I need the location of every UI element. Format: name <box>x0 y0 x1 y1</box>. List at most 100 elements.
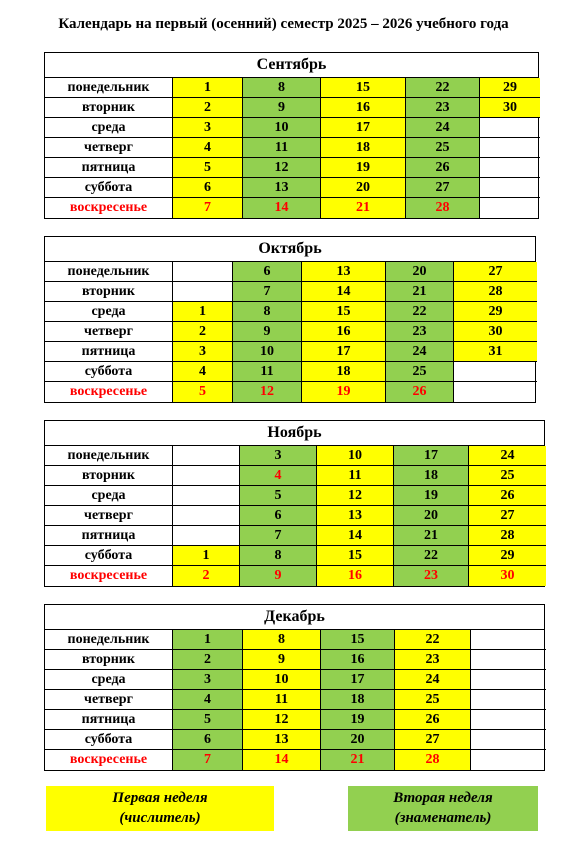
day-cell <box>173 506 240 526</box>
day-cell: 10 <box>233 342 302 362</box>
day-cell: 19 <box>321 710 395 730</box>
day-cell: 14 <box>243 198 321 218</box>
day-cell <box>173 526 240 546</box>
day-cell: 16 <box>302 322 386 342</box>
day-cell: 27 <box>454 262 537 282</box>
day-cell: 8 <box>243 78 321 98</box>
day-cell: 1 <box>173 78 243 98</box>
weekday-label: четверг <box>45 506 173 526</box>
day-cell: 29 <box>454 302 537 322</box>
day-cell: 5 <box>240 486 317 506</box>
day-cell: 12 <box>317 486 394 506</box>
legend-second-week-note: (знаменатель) <box>394 810 492 826</box>
day-cell: 12 <box>243 158 321 178</box>
month-table: Сентябрь понедельник 1 8 15 22 29 вторник 2 9 16 23… <box>44 52 540 219</box>
day-cell <box>480 198 540 218</box>
day-cell: 11 <box>317 466 394 486</box>
month-name: Октябрь <box>45 237 535 262</box>
day-cell: 28 <box>469 526 546 546</box>
day-cell: 11 <box>243 690 321 710</box>
day-cell: 2 <box>173 566 240 586</box>
day-cell: 30 <box>480 98 540 118</box>
day-cell <box>471 690 546 710</box>
calendar-title: Календарь на первый (осенний) семестр 20… <box>58 16 509 32</box>
weekday-label: суббота <box>45 362 173 382</box>
month-grid: понедельник 6 13 20 27 вторник 7 14 21 28 среда 1 8 1… <box>45 262 537 402</box>
day-cell: 6 <box>240 506 317 526</box>
weekday-label: понедельник <box>45 78 173 98</box>
day-cell: 13 <box>243 178 321 198</box>
weekday-label: пятница <box>45 158 173 178</box>
day-cell: 8 <box>233 302 302 322</box>
month-table: Декабрь понедельник 1 8 15 22 вторник 2 9 16 23 сре… <box>44 604 546 771</box>
day-cell: 15 <box>321 78 406 98</box>
weekday-label: среда <box>45 302 173 322</box>
day-cell <box>480 138 540 158</box>
day-cell: 30 <box>469 566 546 586</box>
day-cell: 12 <box>243 710 321 730</box>
day-cell: 1 <box>173 630 243 650</box>
month-name: Декабрь <box>45 605 544 630</box>
day-cell <box>173 466 240 486</box>
weekday-label: воскресенье <box>45 198 173 218</box>
month-name: Ноябрь <box>45 421 544 446</box>
weekday-label: вторник <box>45 650 173 670</box>
day-cell: 27 <box>469 506 546 526</box>
day-cell: 6 <box>233 262 302 282</box>
day-cell: 2 <box>173 98 243 118</box>
day-cell: 26 <box>386 382 454 402</box>
weekday-label: воскресенье <box>45 750 173 770</box>
day-cell: 23 <box>394 566 469 586</box>
day-cell: 9 <box>243 98 321 118</box>
day-cell <box>471 730 546 750</box>
day-cell: 18 <box>394 466 469 486</box>
day-cell: 27 <box>395 730 471 750</box>
day-cell: 1 <box>173 302 233 322</box>
day-cell: 24 <box>406 118 480 138</box>
day-cell: 3 <box>173 342 233 362</box>
weekday-label: воскресенье <box>45 566 173 586</box>
day-cell: 19 <box>394 486 469 506</box>
day-cell: 14 <box>302 282 386 302</box>
day-cell: 12 <box>233 382 302 402</box>
day-cell: 7 <box>173 750 243 770</box>
day-cell: 16 <box>321 98 406 118</box>
day-cell: 24 <box>386 342 454 362</box>
day-cell: 10 <box>243 670 321 690</box>
day-cell <box>471 670 546 690</box>
legend-first-week-note: (числитель) <box>119 810 201 826</box>
weekday-label: вторник <box>45 282 173 302</box>
day-cell <box>480 178 540 198</box>
day-cell: 16 <box>317 566 394 586</box>
month-table: Октябрь понедельник 6 13 20 27 вторник 7 14 21 28 с… <box>44 236 537 403</box>
month-grid: понедельник 1 8 15 22 вторник 2 9 16 23 среда 3 10 17… <box>45 630 546 770</box>
day-cell: 3 <box>240 446 317 466</box>
day-cell <box>471 750 546 770</box>
day-cell: 13 <box>243 730 321 750</box>
day-cell <box>471 650 546 670</box>
weekday-label: вторник <box>45 466 173 486</box>
day-cell: 31 <box>454 342 537 362</box>
legend-second-week: Вторая неделя (знаменатель) <box>348 786 538 831</box>
day-cell: 23 <box>386 322 454 342</box>
day-cell <box>471 710 546 730</box>
day-cell: 14 <box>317 526 394 546</box>
day-cell <box>471 630 546 650</box>
weekday-label: вторник <box>45 98 173 118</box>
day-cell: 28 <box>406 198 480 218</box>
day-cell: 3 <box>173 118 243 138</box>
day-cell: 15 <box>321 630 395 650</box>
day-cell: 30 <box>454 322 537 342</box>
day-cell <box>480 118 540 138</box>
day-cell: 17 <box>302 342 386 362</box>
day-cell <box>454 382 537 402</box>
day-cell: 6 <box>173 178 243 198</box>
weekday-label: суббота <box>45 546 173 566</box>
day-cell: 8 <box>240 546 317 566</box>
weekday-label: понедельник <box>45 446 173 466</box>
day-cell <box>173 282 233 302</box>
day-cell: 17 <box>321 118 406 138</box>
day-cell: 14 <box>243 750 321 770</box>
day-cell: 21 <box>386 282 454 302</box>
day-cell: 4 <box>173 138 243 158</box>
